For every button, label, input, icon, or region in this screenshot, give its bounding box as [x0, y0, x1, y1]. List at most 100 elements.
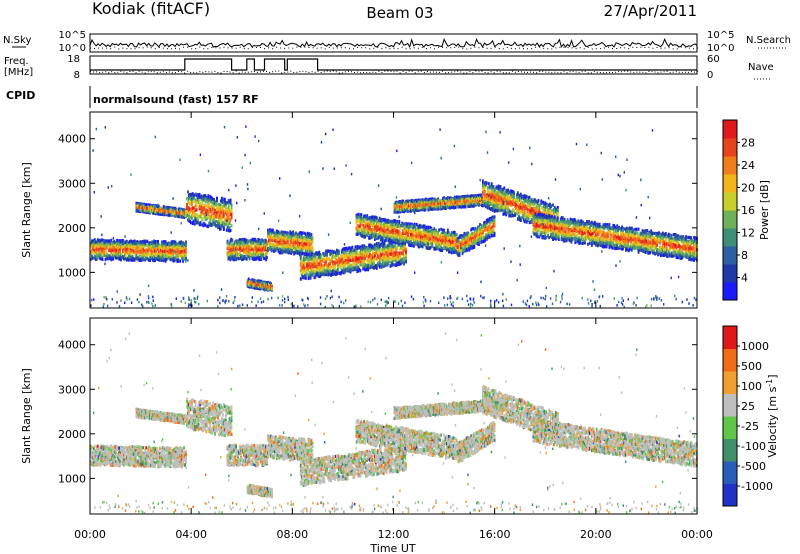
echo-cell [316, 266, 319, 270]
echo-cell [406, 230, 408, 234]
echo-cell [267, 286, 269, 290]
echo-cell [352, 251, 355, 256]
echo-cell [180, 245, 183, 249]
echo-cell [374, 243, 376, 247]
echo-cell [204, 196, 207, 200]
echo-cell [305, 245, 308, 249]
echo-cell [144, 241, 147, 245]
echo-cell [145, 203, 148, 207]
echo-cell [179, 243, 182, 247]
echo-cell [182, 259, 184, 263]
echo-cell [367, 230, 369, 234]
echo-cell [307, 258, 310, 262]
echo-cell [90, 257, 92, 261]
echo-cell [122, 249, 124, 253]
echo-cell [143, 244, 146, 248]
echo-cell [101, 257, 104, 262]
echo-cell [168, 250, 171, 254]
echo-cell [249, 248, 252, 252]
echo-cell [369, 254, 371, 258]
echo-cell [327, 270, 329, 274]
echo-cell [209, 221, 212, 225]
echo-cell [156, 241, 158, 245]
echo-cell [241, 256, 243, 260]
echo-cell [351, 245, 354, 249]
echo-cell [228, 221, 231, 226]
echo-cell [355, 251, 358, 255]
echo-cell [110, 258, 113, 262]
echo-cell [230, 256, 233, 261]
echo-cell [388, 254, 391, 258]
echo-cell [217, 207, 219, 211]
echo-cell [377, 260, 380, 264]
echo-cell [204, 208, 207, 212]
echo-cell [287, 251, 290, 255]
echo-cell [300, 245, 302, 249]
echo-cell [138, 254, 141, 258]
echo-cell [255, 257, 258, 261]
echo-cell [369, 249, 371, 253]
echo-cell [150, 247, 152, 252]
echo-cell [155, 255, 157, 260]
echo-cell [145, 247, 148, 252]
echo-cell [396, 229, 399, 233]
echo-cell [268, 231, 270, 235]
echo-cell [239, 240, 241, 244]
echo-cell [356, 232, 359, 237]
echo-cell [109, 248, 112, 252]
echo-cell [311, 260, 314, 265]
echo-cell [170, 253, 173, 258]
echo-cell [136, 249, 139, 254]
echo-cell [322, 272, 325, 276]
echo-cell [296, 239, 298, 243]
echo-cell [102, 249, 105, 253]
echo-cell [96, 238, 99, 242]
echo-cell [310, 271, 313, 275]
echo-cell [157, 257, 159, 261]
noise-tick-left-bottom: 10^0 [59, 43, 86, 54]
echo-cell [404, 236, 406, 240]
echo-cell [210, 214, 213, 218]
echo-cell [155, 240, 157, 244]
echo-cell [243, 249, 246, 253]
echo-cell [366, 250, 368, 255]
echo-cell [383, 221, 386, 225]
echo-cell [91, 244, 94, 248]
echo-cell [238, 246, 240, 250]
echo-cell [189, 207, 191, 211]
echo-cell [296, 245, 298, 249]
echo-cell [197, 214, 200, 218]
echo-cell [374, 225, 376, 229]
echo-cell [293, 250, 295, 255]
echo-cell [307, 263, 310, 267]
echo-cell [375, 234, 377, 238]
echo-cell [267, 231, 269, 235]
echo-cell [402, 251, 404, 255]
echo-cell [346, 269, 349, 273]
echo-cell [276, 230, 279, 234]
echo-cell [276, 234, 279, 238]
echo-cell [314, 257, 317, 261]
echo-cell [283, 247, 286, 251]
echo-cell [157, 252, 159, 256]
echo-cell [229, 250, 232, 254]
echo-cell [143, 209, 146, 213]
echo-cell [391, 256, 394, 261]
echo-cell [364, 268, 366, 272]
echo-cell [280, 247, 283, 251]
echo-cell [183, 215, 185, 219]
echo-cell [356, 246, 359, 251]
echo-cell [101, 253, 104, 257]
echo-cell [406, 224, 408, 228]
echo-cell [174, 209, 177, 213]
echo-cell [295, 231, 297, 235]
echo-cell [143, 202, 146, 206]
echo-cell [376, 228, 378, 232]
echo-cell [138, 209, 141, 213]
echo-cell [270, 238, 273, 242]
echo-cell [348, 246, 351, 250]
echo-cell [265, 255, 267, 260]
echo-cell [360, 227, 363, 231]
echo-cell [112, 254, 115, 258]
echo-cell [323, 264, 326, 268]
